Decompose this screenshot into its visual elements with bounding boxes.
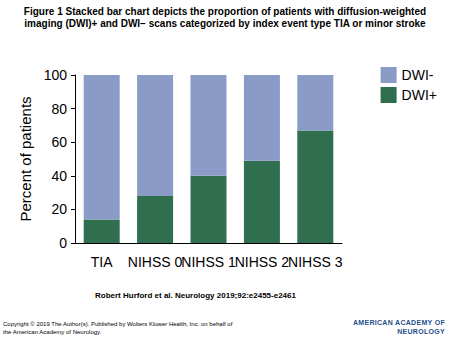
svg-text:DWI+: DWI+ — [402, 87, 437, 103]
svg-text:NIHSS 3: NIHSS 3 — [288, 254, 343, 270]
svg-text:NIHSS 0: NIHSS 0 — [128, 254, 183, 270]
html-text:Copyright © 2019 The Author(s): Copyright © 2019 The Author(s). Publishe… — [3, 321, 233, 335]
svg-text:100: 100 — [44, 67, 68, 83]
html-text:Robert Hurford et al. Neurolog: Robert Hurford et al. Neurology 2019;92:… — [95, 291, 296, 300]
svg-text:NIHSS 2: NIHSS 2 — [235, 254, 290, 270]
svg-text:DWI-: DWI- — [402, 67, 434, 83]
svg-text:Percent of patients: Percent of patients — [17, 96, 34, 221]
svg-text:0: 0 — [59, 235, 67, 251]
svg-text:TIA: TIA — [91, 254, 113, 270]
svg-text:80: 80 — [51, 101, 67, 117]
svg-text:40: 40 — [51, 168, 67, 184]
svg-text:NIHSS 1: NIHSS 1 — [181, 254, 236, 270]
html-text:Figure 1 Stacked bar chart dep: Figure 1 Stacked bar chart depicts the p… — [23, 6, 427, 29]
svg-text:20: 20 — [51, 201, 67, 217]
svg-text:60: 60 — [51, 134, 67, 150]
html-text:AMERICAN ACADEMY OF NEUROLOGY: AMERICAN ACADEMY OF NEUROLOGY — [353, 319, 445, 335]
